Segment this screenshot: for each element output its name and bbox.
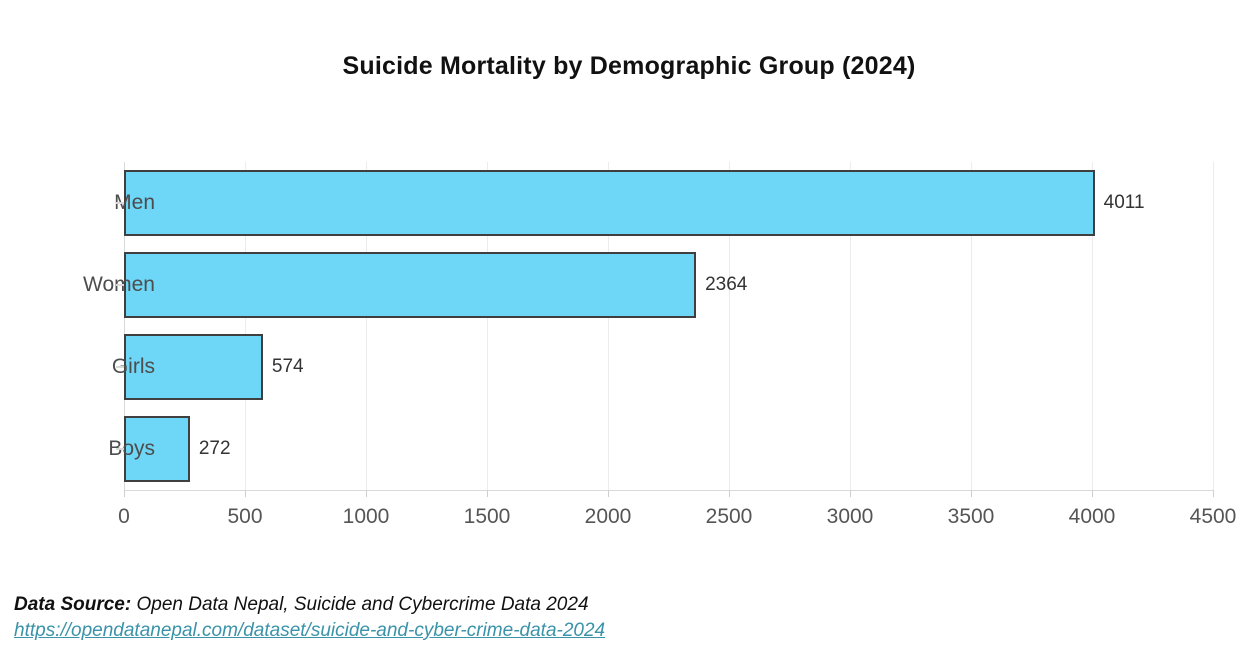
gridline-3500 — [971, 162, 972, 490]
x-tick-label-2500: 2500 — [705, 505, 753, 528]
data-source-line: Data Source: Open Data Nepal, Suicide an… — [14, 594, 605, 616]
x-tick-label-0: 0 — [118, 505, 130, 528]
y-tick-label-women: Women — [83, 273, 155, 296]
y-tick-label-men: Men — [114, 191, 155, 214]
x-tick-label-2000: 2000 — [584, 505, 632, 528]
data-source: Data Source: Open Data Nepal, Suicide an… — [14, 594, 605, 642]
gridline-500 — [245, 162, 246, 490]
y-tick-mark-girls — [116, 366, 124, 368]
gridline-4500 — [1213, 162, 1214, 490]
x-tick-label-3500: 3500 — [947, 505, 995, 528]
bar-men — [124, 170, 1095, 236]
gridline-3000 — [850, 162, 851, 490]
data-source-label: Data Source: — [14, 594, 132, 615]
x-tick-label-3000: 3000 — [826, 505, 874, 528]
x-tick-label-4000: 4000 — [1068, 505, 1116, 528]
gridline-2000 — [608, 162, 609, 490]
x-tick-mark-4500 — [1213, 490, 1214, 497]
y-tick-label-girls: Girls — [111, 355, 155, 378]
x-tick-mark-1000 — [366, 490, 367, 497]
x-tick-label-1000: 1000 — [342, 505, 390, 528]
x-tick-label-1500: 1500 — [463, 505, 511, 528]
value-label-girls: 574 — [271, 356, 304, 377]
x-tick-label-500: 500 — [227, 505, 263, 528]
value-label-boys: 272 — [198, 438, 231, 459]
x-tick-label-4500: 4500 — [1189, 505, 1237, 528]
x-tick-mark-2000 — [608, 490, 609, 497]
data-source-text: Open Data Nepal, Suicide and Cybercrime … — [131, 594, 589, 615]
x-tick-mark-0 — [124, 490, 125, 497]
x-tick-mark-4000 — [1092, 490, 1093, 497]
value-label-men: 4011 — [1103, 192, 1145, 213]
x-tick-mark-1500 — [487, 490, 488, 497]
y-axis-spine — [124, 162, 125, 490]
bar-boys — [124, 416, 190, 482]
x-axis-spine — [124, 490, 1213, 491]
y-tick-mark-boys — [116, 448, 124, 450]
gridline-4000 — [1092, 162, 1093, 490]
x-tick-mark-3500 — [971, 490, 972, 497]
x-tick-mark-2500 — [729, 490, 730, 497]
gridline-1000 — [366, 162, 367, 490]
x-tick-mark-500 — [245, 490, 246, 497]
y-tick-label-boys: Boys — [108, 437, 155, 460]
gridline-1500 — [487, 162, 488, 490]
gridline-2500 — [729, 162, 730, 490]
bar-girls — [124, 334, 263, 400]
bar-women — [124, 252, 697, 318]
data-source-link[interactable]: https://opendatanepal.com/dataset/suicid… — [14, 620, 606, 641]
chart-title: Suicide Mortality by Demographic Group (… — [342, 52, 916, 80]
y-tick-mark-men — [116, 202, 124, 204]
y-tick-mark-women — [116, 284, 124, 286]
plot-area: 4011 2364 574 272 0 500 1000 1500 2000 2500 3000 3… — [118, 162, 1236, 528]
x-tick-mark-3000 — [850, 490, 851, 497]
value-label-women: 2364 — [705, 274, 748, 295]
